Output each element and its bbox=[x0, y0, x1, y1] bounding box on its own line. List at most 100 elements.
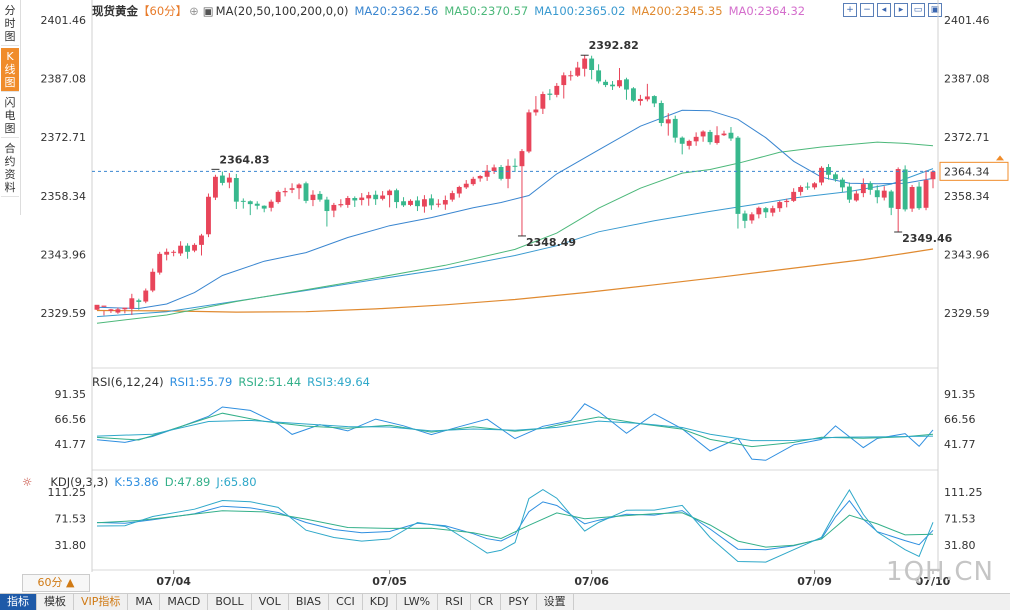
candle-body bbox=[853, 193, 859, 201]
price-ytick-left-0: 2401.46 bbox=[41, 14, 87, 27]
current-price-label: 2364.34 bbox=[944, 165, 990, 178]
candle-body bbox=[428, 198, 434, 206]
candle-body bbox=[338, 204, 344, 206]
chart-toolbar: + − ◂ ▸ ▭ ▣ bbox=[843, 3, 942, 17]
price-ytick-right-3: 2358.34 bbox=[944, 190, 990, 203]
ma-settings-icon[interactable]: ▣ bbox=[202, 4, 214, 18]
tab-indicator[interactable]: 指标 bbox=[0, 594, 37, 610]
zoom-in-icon[interactable]: + bbox=[843, 3, 857, 17]
candle-body bbox=[756, 207, 762, 215]
candle-body bbox=[930, 171, 936, 180]
candle-body bbox=[742, 213, 748, 221]
tab-ma[interactable]: MA bbox=[128, 594, 161, 610]
tab-time-sharing[interactable]: 分时图 bbox=[1, 2, 19, 46]
candle-body bbox=[554, 85, 560, 95]
tab-template[interactable]: 模板 bbox=[37, 594, 74, 610]
candle-body bbox=[791, 191, 797, 201]
rsi-line-rsi3 bbox=[96, 419, 934, 442]
tab-settings[interactable]: 设置 bbox=[537, 594, 574, 610]
xtick-0: 07/04 bbox=[156, 575, 191, 588]
tab-rsi[interactable]: RSI bbox=[438, 594, 471, 610]
tab-cci[interactable]: CCI bbox=[329, 594, 363, 610]
ma0-value: MA0:2364.32 bbox=[728, 4, 806, 18]
kdj-ytick-left-0: 111.25 bbox=[48, 486, 87, 499]
rsi-ytick-right-1: 66.56 bbox=[944, 413, 976, 426]
candle-body bbox=[261, 205, 267, 209]
candle-body bbox=[226, 177, 232, 183]
tab-contract-info[interactable]: 合约资料 bbox=[1, 140, 19, 197]
candle-body bbox=[233, 178, 239, 202]
zoom-out-icon[interactable]: − bbox=[860, 3, 874, 17]
candle-body bbox=[373, 194, 379, 200]
candle-body bbox=[575, 67, 581, 76]
tab-psy[interactable]: PSY bbox=[501, 594, 537, 610]
kdj-ytick-left-2: 31.80 bbox=[55, 539, 87, 552]
site-logo: 1QH.CN bbox=[886, 557, 994, 587]
tab-flash[interactable]: 闪电图 bbox=[1, 94, 19, 138]
candle-body bbox=[624, 79, 629, 90]
candle-body bbox=[150, 271, 156, 291]
tab-macd[interactable]: MACD bbox=[160, 594, 209, 610]
candle-body bbox=[630, 88, 636, 101]
price-ytick-right-2: 2372.71 bbox=[944, 131, 990, 144]
candle-body bbox=[568, 75, 574, 77]
tab-cr[interactable]: CR bbox=[471, 594, 502, 610]
period-select-button[interactable]: 60分 ▲ bbox=[22, 574, 90, 592]
candle-body bbox=[909, 186, 915, 209]
period-settings-icon[interactable]: ⊕ bbox=[189, 4, 199, 18]
left-icon[interactable]: ◂ bbox=[877, 3, 891, 17]
tab-lw[interactable]: LW% bbox=[397, 594, 439, 610]
symbol-name: 现货黄金 bbox=[92, 4, 138, 18]
rsi-label: RSI(6,12,24) bbox=[92, 375, 164, 389]
candle-body bbox=[916, 186, 922, 209]
xtick-3: 07/09 bbox=[797, 575, 832, 588]
main-chart-header: 现货黄金【60分】 ⊕ ▣ MA(20,50,100,200,0,0) MA20:236… bbox=[92, 3, 811, 19]
tab-kdj[interactable]: KDJ bbox=[363, 594, 397, 610]
candle-body bbox=[324, 199, 330, 212]
tab-vip-indicator[interactable]: VIP指标 bbox=[74, 594, 129, 610]
candle-body bbox=[888, 191, 894, 208]
candle-body bbox=[394, 190, 400, 203]
price-tag-marker-icon bbox=[996, 155, 1004, 161]
candle-body bbox=[512, 165, 518, 167]
price-ytick-right-0: 2401.46 bbox=[944, 14, 990, 27]
candle-body bbox=[415, 200, 420, 207]
xtick-1: 07/05 bbox=[372, 575, 407, 588]
candle-body bbox=[596, 70, 602, 82]
right-icon[interactable]: ▸ bbox=[894, 3, 908, 17]
candle-body bbox=[254, 203, 260, 206]
ma100-value: MA100:2365.02 bbox=[534, 4, 626, 18]
candle-body bbox=[679, 137, 685, 144]
tab-vol[interactable]: VOL bbox=[252, 594, 289, 610]
ma50-line bbox=[96, 141, 934, 324]
candle-body bbox=[178, 245, 184, 254]
gear-icon[interactable]: ☼ bbox=[22, 475, 33, 489]
candle-body bbox=[275, 191, 281, 203]
period-label[interactable]: 【60分】 bbox=[138, 4, 188, 18]
candle-body bbox=[157, 253, 163, 273]
price-ytick-left-4: 2343.96 bbox=[41, 248, 87, 261]
price-ytick-left-3: 2358.34 bbox=[41, 190, 87, 203]
tab-bias[interactable]: BIAS bbox=[289, 594, 330, 610]
candle-body bbox=[728, 132, 734, 139]
candle-body bbox=[819, 167, 824, 183]
rsi-ytick-left-1: 66.56 bbox=[55, 413, 87, 426]
rsi-line-rsi1 bbox=[96, 403, 934, 461]
candle-body bbox=[470, 178, 476, 185]
tab-boll[interactable]: BOLL bbox=[208, 594, 252, 610]
candle-body bbox=[94, 304, 100, 310]
candle-body bbox=[192, 244, 197, 251]
candle-body bbox=[714, 135, 720, 143]
tab-kline[interactable]: K线图 bbox=[1, 48, 19, 92]
candle-body bbox=[846, 186, 852, 200]
candle-body bbox=[686, 140, 692, 146]
candle-body bbox=[860, 184, 866, 194]
candle-body bbox=[449, 193, 455, 200]
reset-icon[interactable]: ▣ bbox=[928, 3, 942, 17]
candle-body bbox=[770, 208, 776, 213]
fit-icon[interactable]: ▭ bbox=[911, 3, 925, 17]
candle-body bbox=[484, 170, 490, 177]
candle-body bbox=[401, 201, 406, 206]
kdj-line-k bbox=[96, 499, 934, 551]
